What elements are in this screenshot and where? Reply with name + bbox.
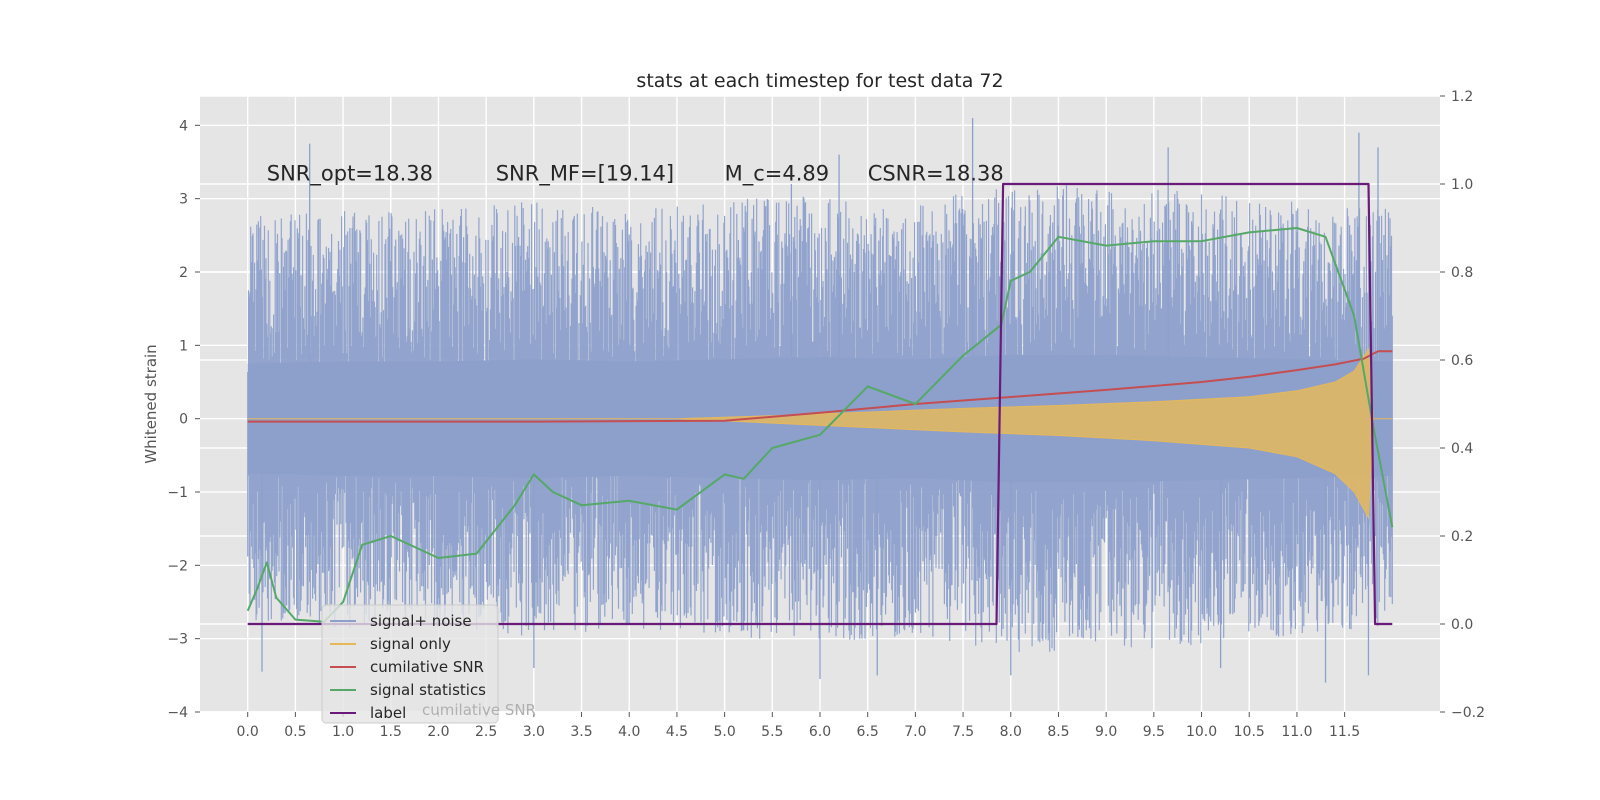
annotation-snr_opt: SNR_opt=18.38 [267, 162, 433, 187]
x-tick-label: 11.0 [1281, 724, 1312, 740]
y-axis-label: Whitened strain [142, 344, 160, 463]
y-tick-label: 3 [179, 192, 188, 208]
series-layer [246, 118, 1394, 683]
x-tick-label: 9.5 [1143, 724, 1165, 740]
annotation-snr_mf: SNR_MF=[19.14] [496, 162, 674, 187]
y2-tick-label: 0.2 [1451, 529, 1473, 545]
x-tick-label: 5.5 [761, 724, 783, 740]
legend-underlying-text: cumilative SNR [422, 701, 536, 719]
y-tick-label: 4 [179, 118, 188, 134]
x-tick-label: 6.0 [809, 724, 831, 740]
y2-tick-label: 0.0 [1451, 617, 1473, 633]
y2-tick-label: −0.2 [1451, 705, 1485, 721]
legend-box [321, 604, 499, 724]
series-label [247, 182, 1393, 626]
y2-tick-label: 0.6 [1451, 353, 1473, 369]
series-signal-only [247, 347, 1393, 520]
legend-label: label [370, 704, 406, 722]
legend-label: cumilative SNR [370, 658, 484, 676]
x-tick-label: 3.0 [523, 724, 545, 740]
x-tick-label: 3.5 [570, 724, 592, 740]
x-tick-label: 2.0 [427, 724, 449, 740]
x-tick-label: 6.5 [857, 724, 879, 740]
x-tick-label: 1.5 [380, 724, 402, 740]
y-tick-label: −3 [167, 632, 188, 648]
y2-tick-label: 0.4 [1451, 441, 1473, 457]
legend-label: signal+ noise [370, 612, 472, 630]
legend-label: signal only [370, 635, 451, 653]
x-tick-label: 10.0 [1186, 724, 1217, 740]
chart-title: stats at each timestep for test data 72 [636, 70, 1003, 92]
x-tick-label: 4.0 [618, 724, 640, 740]
annotations: SNR_opt=18.38 SNR_MF=[19.14] M_c=4.89 CSNR=… [267, 162, 1004, 187]
y-tick-label: −1 [167, 485, 188, 501]
y-tick-label: −2 [167, 558, 188, 574]
x-tick-label: 7.0 [904, 724, 926, 740]
x-tick-label: 7.5 [952, 724, 974, 740]
x-tick-label: 0.0 [237, 724, 259, 740]
x-tick-label: 8.0 [1000, 724, 1022, 740]
x-tick-label: 4.5 [666, 724, 688, 740]
x-tick-label: 11.5 [1329, 724, 1360, 740]
x-tick-label: 2.5 [475, 724, 497, 740]
series-cumulative-snr [247, 350, 1393, 423]
series-signal-statistics [246, 227, 1394, 623]
x-tick-label: 1.0 [332, 724, 354, 740]
axes-layer: 0.0 0.5 1.0 1.5 2.0 2.5 3.0 3.5 4.0 4.5 5.0 5.5 6.0 6… [167, 89, 1485, 740]
x-tick-label: 5.0 [713, 724, 735, 740]
y-tick-label: 1 [179, 338, 188, 354]
y-tick-label: 2 [179, 265, 188, 281]
x-tick-label: 0.5 [284, 724, 306, 740]
y2-tick-label: 0.8 [1451, 265, 1473, 281]
y-tick-label: 0 [179, 412, 188, 428]
y2-tick-label: 1.0 [1451, 177, 1473, 193]
x-tick-label: 10.5 [1234, 724, 1265, 740]
x-tick-label: 9.0 [1095, 724, 1117, 740]
annotation-csnr: CSNR=18.38 [868, 162, 1004, 186]
y-tick-label: −4 [167, 705, 188, 721]
legend-label: signal statistics [370, 681, 486, 699]
annotation-mc: M_c=4.89 [725, 162, 830, 187]
legend: cumilative SNR signal+ noise signal only cu… [321, 604, 536, 724]
x-tick-label: 8.5 [1047, 724, 1069, 740]
y2-tick-label: 1.2 [1451, 89, 1473, 105]
